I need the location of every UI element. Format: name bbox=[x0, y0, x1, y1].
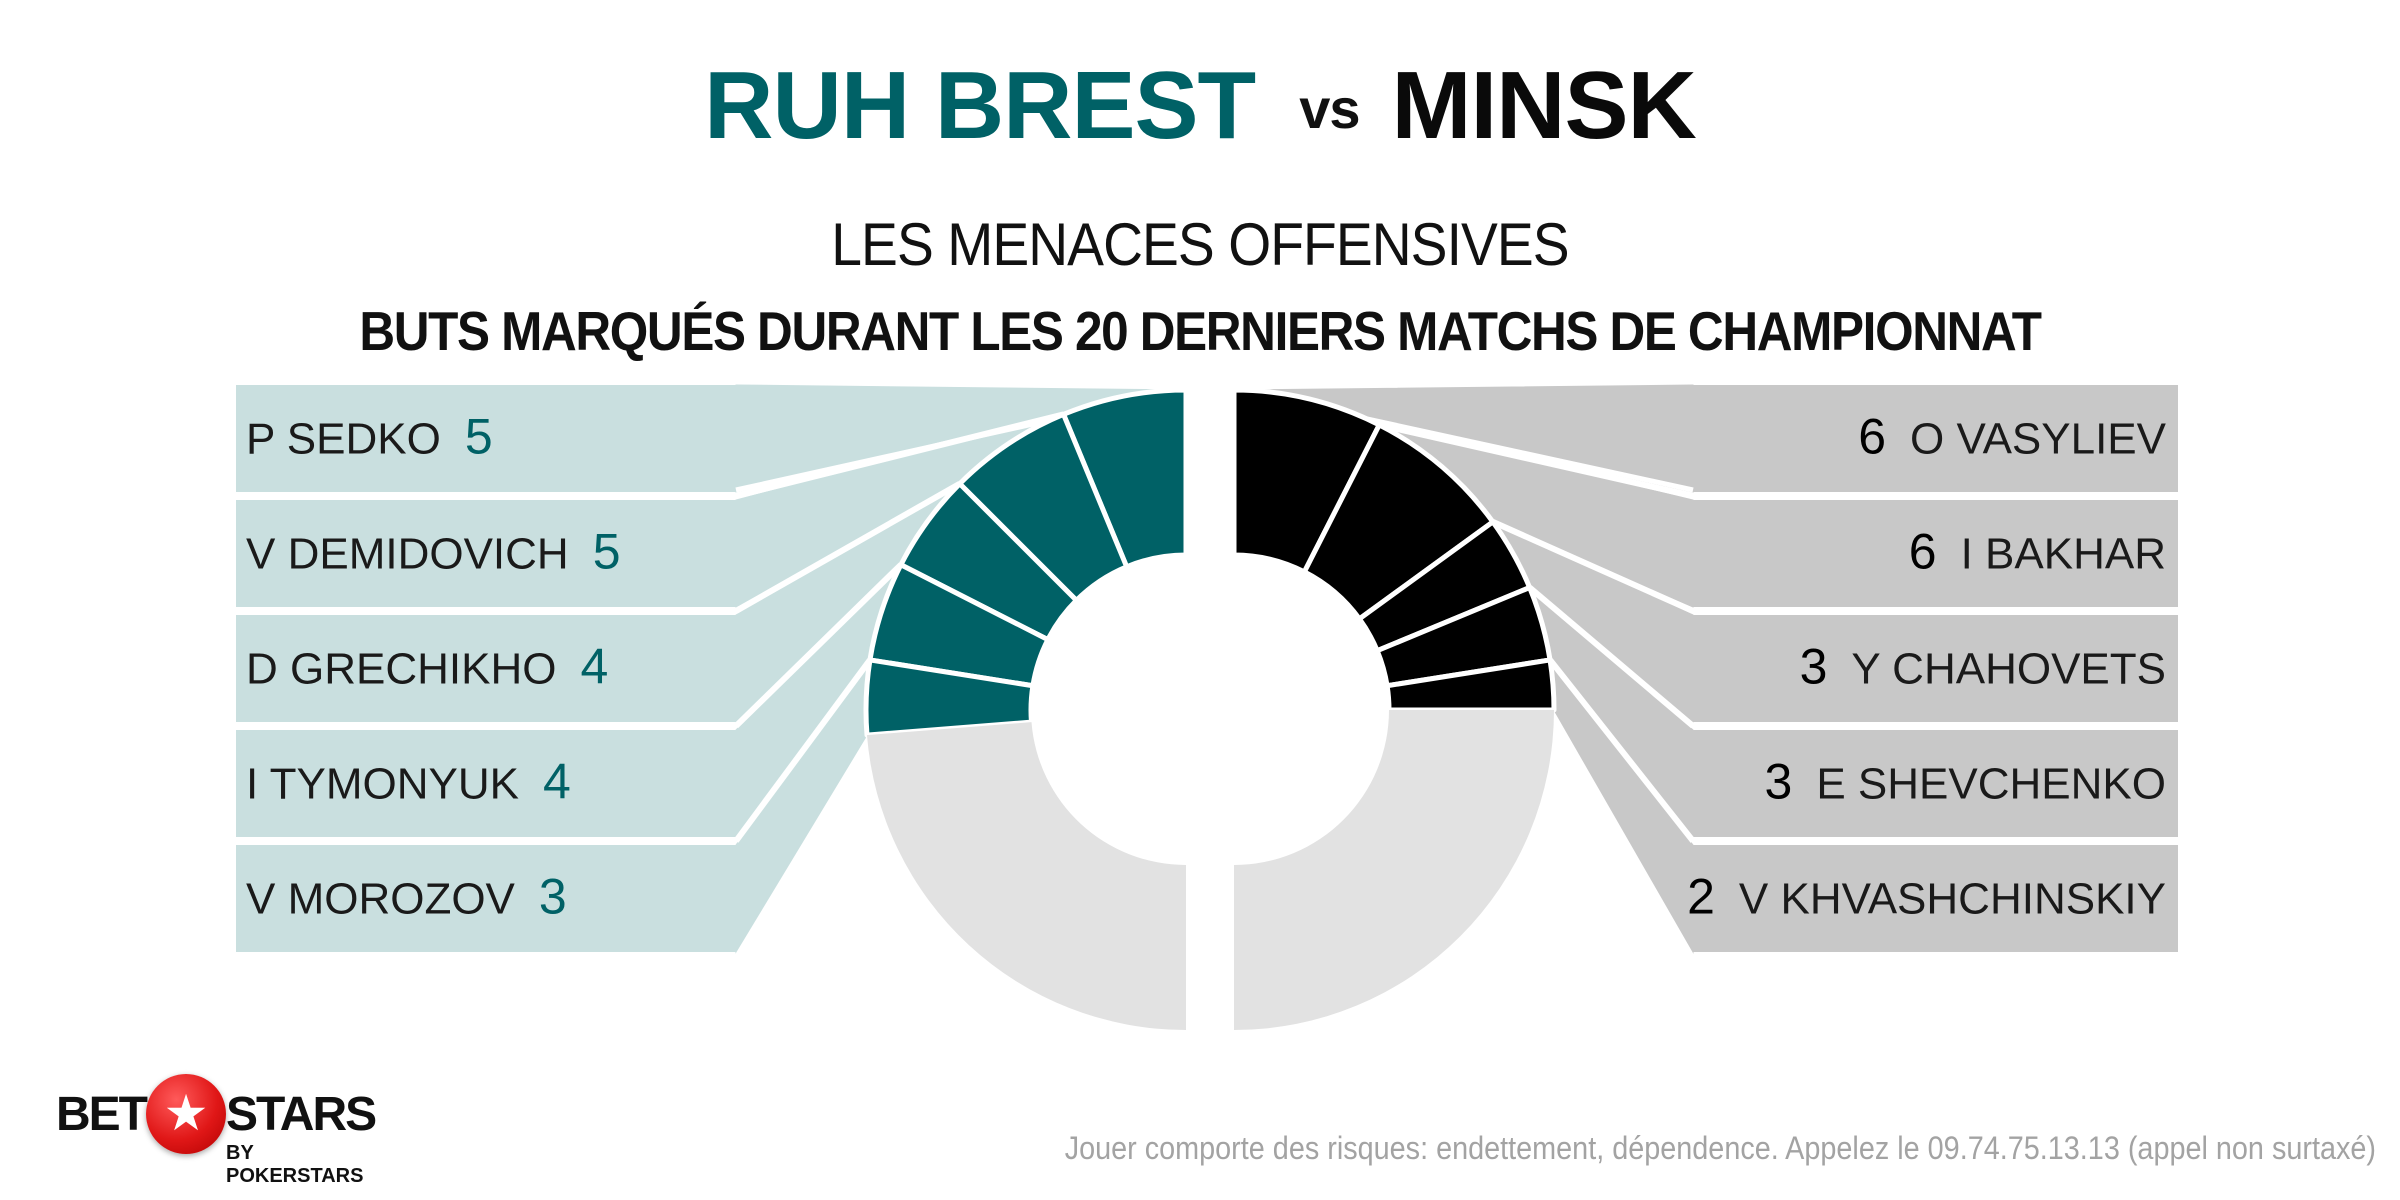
home-player-goals: 3 bbox=[539, 869, 567, 925]
star-icon: ★ bbox=[146, 1074, 226, 1154]
away-player-goals: 6 bbox=[1858, 409, 1886, 465]
home-player-goals: 4 bbox=[543, 754, 571, 810]
away-donut-remainder bbox=[1234, 710, 1554, 1030]
away-separator bbox=[1547, 658, 1696, 843]
away-player-label: 6 O VASYLIEV bbox=[1858, 409, 2166, 465]
away-separator bbox=[1378, 421, 1694, 499]
away-team-name: MINSK bbox=[1391, 52, 1696, 159]
home-team-name: RUH BREST bbox=[704, 52, 1256, 159]
home-player-goals: 4 bbox=[580, 639, 608, 695]
away-player-name: Y CHAHOVETS bbox=[1851, 645, 2166, 694]
away-player-name: I BAKHAR bbox=[1961, 530, 2166, 579]
away-player-goals: 3 bbox=[1800, 639, 1828, 695]
home-separator bbox=[733, 658, 873, 843]
away-row-panel bbox=[1693, 615, 2178, 722]
away-player-name: E SHEVCHENKO bbox=[1816, 760, 2166, 809]
home-player-goals: 5 bbox=[593, 524, 621, 580]
logo-subtitle: BY POKERSTARS bbox=[226, 1142, 364, 1187]
logo-bet-text: BET bbox=[56, 1088, 148, 1141]
away-separator bbox=[1527, 585, 1695, 729]
versus-label: vs bbox=[1299, 77, 1360, 140]
home-player-label: I TYMONYUK 4 bbox=[246, 754, 571, 810]
home-player-name: I TYMONYUK bbox=[246, 760, 519, 809]
home-donut-remainder bbox=[866, 722, 1186, 1030]
chart-subtitle: BUTS MARQUÉS DURANT LES 20 DERNIERS MATC… bbox=[359, 300, 2042, 362]
away-row-panel bbox=[1693, 845, 2178, 952]
home-player-label: V DEMIDOVICH 5 bbox=[246, 524, 621, 580]
home-player-name: P SEDKO bbox=[246, 415, 441, 464]
home-donut-segment bbox=[863, 657, 1036, 738]
home-row-panel bbox=[236, 615, 736, 722]
home-separator bbox=[734, 481, 962, 614]
away-player-goals: 2 bbox=[1687, 869, 1715, 925]
away-player-goals: 6 bbox=[1909, 524, 1937, 580]
home-player-label: V MOROZOV 3 bbox=[246, 869, 567, 925]
home-player-name: V DEMIDOVICH bbox=[246, 530, 569, 579]
home-row-panel bbox=[236, 500, 736, 607]
logo-stars-text: STARS bbox=[226, 1088, 377, 1141]
away-player-label: 3 E SHEVCHENKO bbox=[1765, 754, 2166, 810]
chart-title: LES MENACES OFFENSIVES bbox=[831, 211, 1569, 278]
away-separator bbox=[1491, 519, 1695, 614]
away-player-name: V KHVASHCHINSKIY bbox=[1739, 875, 2166, 924]
away-row-panel bbox=[1693, 730, 2178, 837]
home-row-panel bbox=[236, 385, 736, 492]
away-row-panel bbox=[1693, 500, 2178, 607]
home-separator bbox=[733, 562, 903, 729]
home-player-goals: 5 bbox=[465, 409, 493, 465]
match-title: RUH BREST vs MINSK bbox=[0, 36, 2400, 179]
gambling-disclaimer: Jouer comporte des risques: endettement,… bbox=[1064, 1130, 2376, 1166]
home-player-label: P SEDKO 5 bbox=[246, 409, 493, 465]
away-player-label: 3 Y CHAHOVETS bbox=[1800, 639, 2166, 695]
home-player-name: V MOROZOV bbox=[246, 875, 516, 924]
away-row-panel bbox=[1693, 385, 2178, 492]
away-player-name: O VASYLIEV bbox=[1910, 415, 2167, 464]
home-row-panel bbox=[236, 845, 736, 952]
away-player-goals: 3 bbox=[1765, 754, 1793, 810]
home-row-panel bbox=[236, 730, 736, 837]
home-player-name: D GRECHIKHO bbox=[246, 645, 556, 694]
betstars-logo: BET ★ STARS BY POKERSTARS bbox=[56, 1074, 386, 1187]
home-player-label: D GRECHIKHO 4 bbox=[246, 639, 608, 695]
away-player-label: 6 I BAKHAR bbox=[1909, 524, 2166, 580]
away-player-label: 2 V KHVASHCHINSKIY bbox=[1687, 869, 2166, 925]
